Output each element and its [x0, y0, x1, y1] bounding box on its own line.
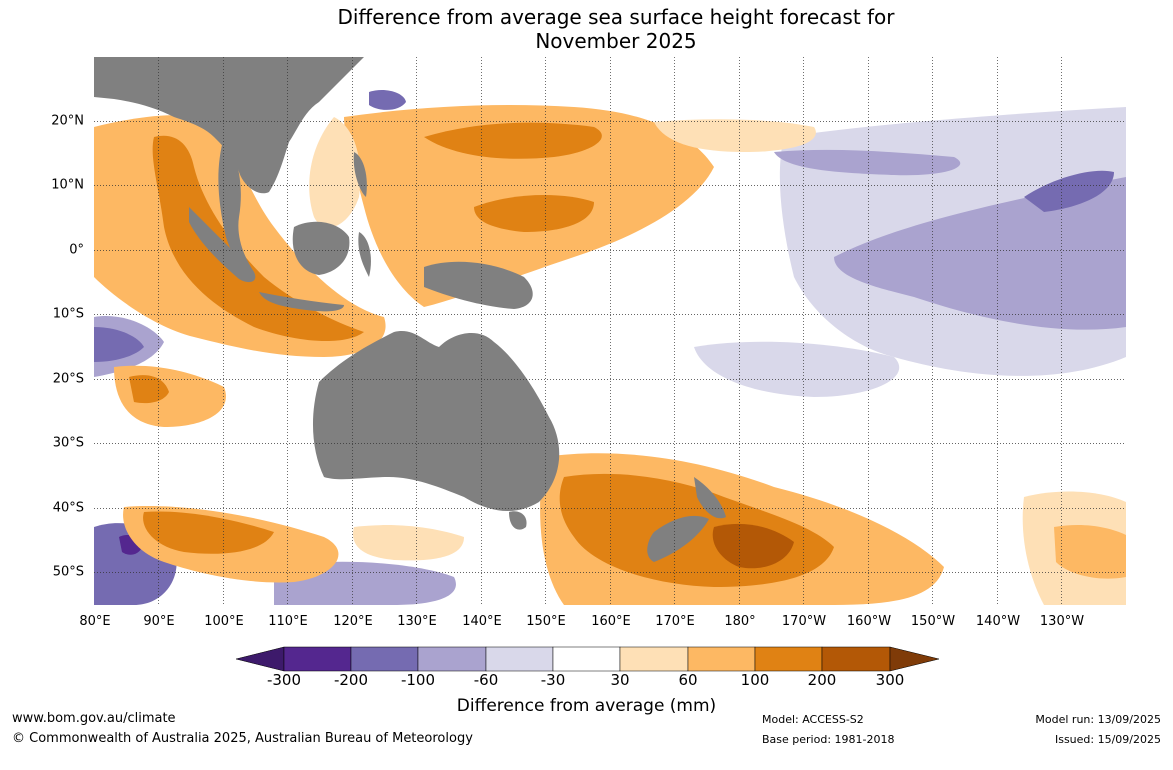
lat-label-20n: 20°N [51, 113, 84, 129]
pos-anomaly-maritime-continent-light [309, 117, 361, 228]
lat-label-equator: 0° [69, 242, 84, 258]
colorbar-tick-100: 100 [740, 671, 770, 689]
colorbar-tick-minus60: -60 [473, 671, 499, 689]
new-zealand-north-island [694, 477, 726, 519]
lat-label-40s: 40°S [52, 500, 84, 516]
colorbar-tick-minus100: -100 [400, 671, 436, 689]
lon-label-150w: 150°W [910, 614, 956, 629]
colorbar-bin-60 [687, 646, 756, 672]
colorbar-tick-300: 300 [875, 671, 905, 689]
lon-label-100e: 100°E [204, 614, 244, 629]
neg-anomaly-south-pacific [694, 341, 900, 397]
colorbar-bin-100 [754, 646, 823, 672]
pos-anomaly-southern-ocean-mid [353, 525, 464, 561]
lat-label-20s: 20°S [52, 371, 84, 387]
colorbar-bin-200 [821, 646, 891, 672]
colorbar-bin-neutral [552, 646, 621, 672]
pos-anomaly-far-east-south-core [1054, 524, 1126, 579]
lon-label-160e: 160°E [591, 614, 631, 629]
pos-anomaly-southern-ocean-west-core [143, 511, 274, 554]
colorbar [236, 646, 939, 672]
lon-label-130e: 130°E [397, 614, 437, 629]
new-zealand-south-island [647, 515, 709, 562]
lon-label-180: 180° [724, 614, 756, 629]
title-line-1: Difference from average sea surface heig… [337, 5, 895, 29]
colorbar-extend-high [889, 646, 939, 672]
lat-label-50s: 50°S [52, 564, 84, 580]
model-text: Model: ACCESS-S2 [762, 713, 864, 726]
website-link[interactable]: www.bom.gov.au/climate [12, 711, 176, 726]
title-line-2: November 2025 [535, 29, 697, 53]
copyright-text: © Commonwealth of Australia 2025, Austra… [12, 731, 473, 746]
borneo-island [292, 221, 350, 275]
pos-anomaly-west-pacific-core [424, 122, 602, 159]
lon-label-130w: 130°W [1039, 614, 1085, 629]
graticule [94, 57, 1126, 605]
colorbar-bin-minus200 [350, 646, 419, 672]
lon-label-90e: 90°E [143, 614, 175, 629]
colorbar-tick-minus200: -200 [333, 671, 369, 689]
pos-anomaly-south-indian [114, 365, 226, 427]
map-canvas [94, 57, 1126, 605]
colorbar-bin-30 [619, 646, 689, 672]
philippines-islands [353, 152, 367, 197]
colorbar-bin-minus300 [283, 646, 352, 672]
colorbar-extend-low [236, 646, 285, 672]
neg-anomaly-east-pacific-strong [1024, 170, 1114, 212]
tasmania-island [509, 511, 527, 530]
lat-label-10n: 10°N [51, 177, 84, 193]
neg-anomaly-north-west-pacific [369, 90, 406, 110]
issued-text: Issued: 15/09/2025 [1054, 733, 1161, 746]
base-period-text: Base period: 1981-2018 [762, 733, 895, 746]
pos-anomaly-south-indian-core [129, 375, 169, 404]
pos-anomaly-indian-ocean-core [152, 135, 364, 342]
pos-anomaly-north-pacific-band [654, 119, 816, 152]
colorbar-bin-minus100 [417, 646, 487, 672]
lon-label-150e: 150°E [526, 614, 566, 629]
lon-label-140w: 140°W [975, 614, 1021, 629]
lat-label-30s: 30°S [52, 435, 84, 451]
anomaly-map [94, 57, 1126, 605]
pos-anomaly-nz-strong [712, 523, 794, 569]
lat-label-10s: 10°S [52, 306, 84, 322]
chart-title: Difference from average sea surface heig… [0, 5, 1173, 53]
pos-anomaly-equatorial-core [474, 195, 594, 232]
colorbar-tick-200: 200 [807, 671, 837, 689]
colorbar-tick-minus300: -300 [266, 671, 302, 689]
lon-label-110e: 110°E [268, 614, 308, 629]
sulawesi-island [358, 232, 371, 277]
colorbar-tick-minus30: -30 [540, 671, 566, 689]
neg-anomaly-east-pacific-core [834, 177, 1126, 330]
colorbar-tick-30: 30 [610, 671, 630, 689]
asia-landmass [94, 57, 364, 194]
new-guinea-island [424, 261, 533, 309]
colorbar-bin-minus60 [485, 646, 554, 672]
lon-label-170w: 170°W [781, 614, 827, 629]
colorbar-tick-60: 60 [678, 671, 698, 689]
australia-landmass [312, 330, 560, 512]
lon-label-170e: 170°E [655, 614, 695, 629]
lon-label-160w: 160°W [846, 614, 892, 629]
sumatra-island [189, 207, 256, 283]
indochina-peninsula [218, 137, 254, 272]
lon-label-120e: 120°E [333, 614, 373, 629]
neg-anomaly-southwest-indian-core [94, 327, 144, 362]
java-island [259, 292, 344, 312]
lon-label-80e: 80°E [79, 614, 111, 629]
lon-label-140e: 140°E [462, 614, 502, 629]
neg-anomaly-north-strip [774, 149, 961, 176]
model-run-text: Model run: 13/09/2025 [1035, 713, 1161, 726]
colorbar-title: Difference from average (mm) [456, 696, 717, 716]
